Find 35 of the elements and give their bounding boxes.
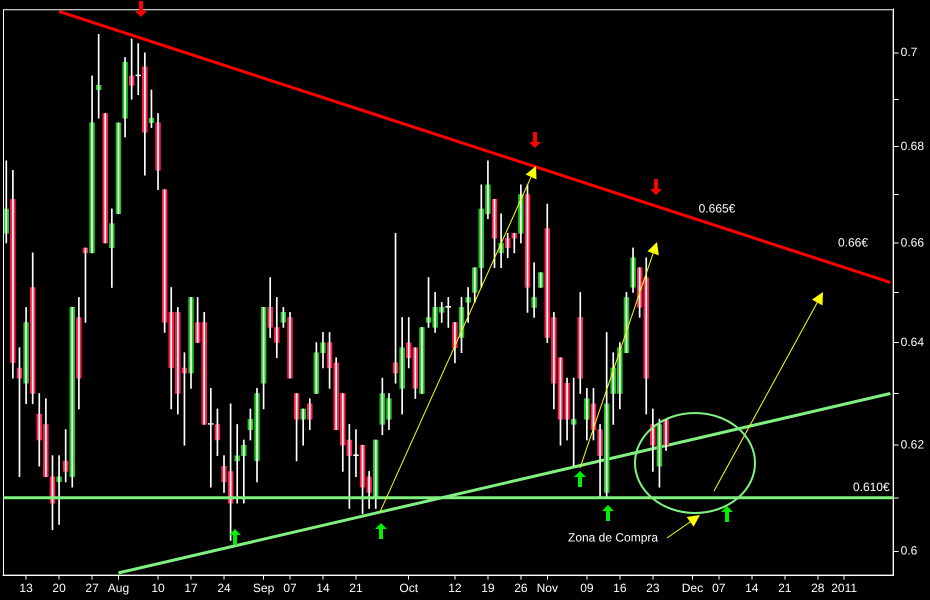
x-tick-label: Oct — [399, 581, 419, 596]
y-tick-label: 0.6 — [900, 544, 918, 558]
x-tick-label: 24 — [217, 581, 232, 596]
x-tick-label: 27 — [85, 581, 100, 596]
x-tick-label: 07 — [283, 581, 297, 596]
y-tick-label: 0.62 — [900, 438, 924, 452]
x-tick-label: Dec — [682, 581, 704, 596]
x-tick-label: 2011 — [831, 581, 858, 596]
y-tick-label: 0.64 — [900, 334, 924, 349]
annotation: Zona de Compra — [568, 530, 658, 544]
x-tick-label: 17 — [184, 581, 198, 596]
x-tick-label: 14 — [745, 581, 759, 596]
x-tick-label: 26 — [514, 581, 528, 596]
x-tick-label: Sep — [252, 581, 275, 596]
x-tick-label: 09 — [580, 581, 594, 596]
x-tick-label: 14 — [316, 581, 330, 596]
y-tick-label: 0.68 — [900, 138, 924, 153]
x-tick-label: 28 — [811, 581, 825, 596]
annotation: 0.66€ — [838, 235, 868, 250]
x-tick-label: 10 — [151, 581, 166, 596]
x-tick-label: Nov — [536, 581, 558, 596]
annotation: 0.665€ — [698, 201, 736, 216]
x-tick-label: 07 — [712, 581, 726, 596]
x-tick-label: 16 — [613, 581, 627, 596]
x-tick-label: 21 — [778, 581, 792, 596]
y-tick-label: 0.66 — [900, 235, 924, 250]
ref-line-label: 0.610€ — [852, 480, 890, 494]
x-tick-label: 21 — [349, 581, 363, 596]
x-tick-label: 20 — [52, 581, 66, 596]
x-tick-label: 13 — [19, 581, 34, 596]
x-tick-label: 12 — [448, 581, 462, 596]
x-tick-label: 23 — [646, 581, 660, 596]
x-tick-label: Aug — [108, 581, 130, 596]
y-tick-label: 0.7 — [900, 45, 918, 60]
x-tick-label: 19 — [481, 581, 495, 596]
